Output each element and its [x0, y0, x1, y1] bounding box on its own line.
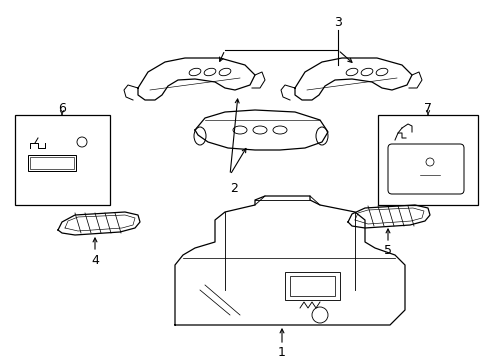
Bar	[285, 272, 339, 300]
Bar	[30, 157, 74, 169]
Text: 7: 7	[423, 102, 431, 114]
Text: 6: 6	[58, 102, 66, 114]
Text: 3: 3	[333, 15, 341, 28]
Text: 1: 1	[278, 346, 285, 360]
Bar	[15, 115, 110, 205]
Text: 5: 5	[383, 244, 391, 257]
Bar	[377, 115, 477, 205]
Text: 2: 2	[229, 181, 238, 194]
Bar	[289, 276, 334, 296]
Bar	[28, 155, 76, 171]
Text: 4: 4	[91, 253, 99, 266]
